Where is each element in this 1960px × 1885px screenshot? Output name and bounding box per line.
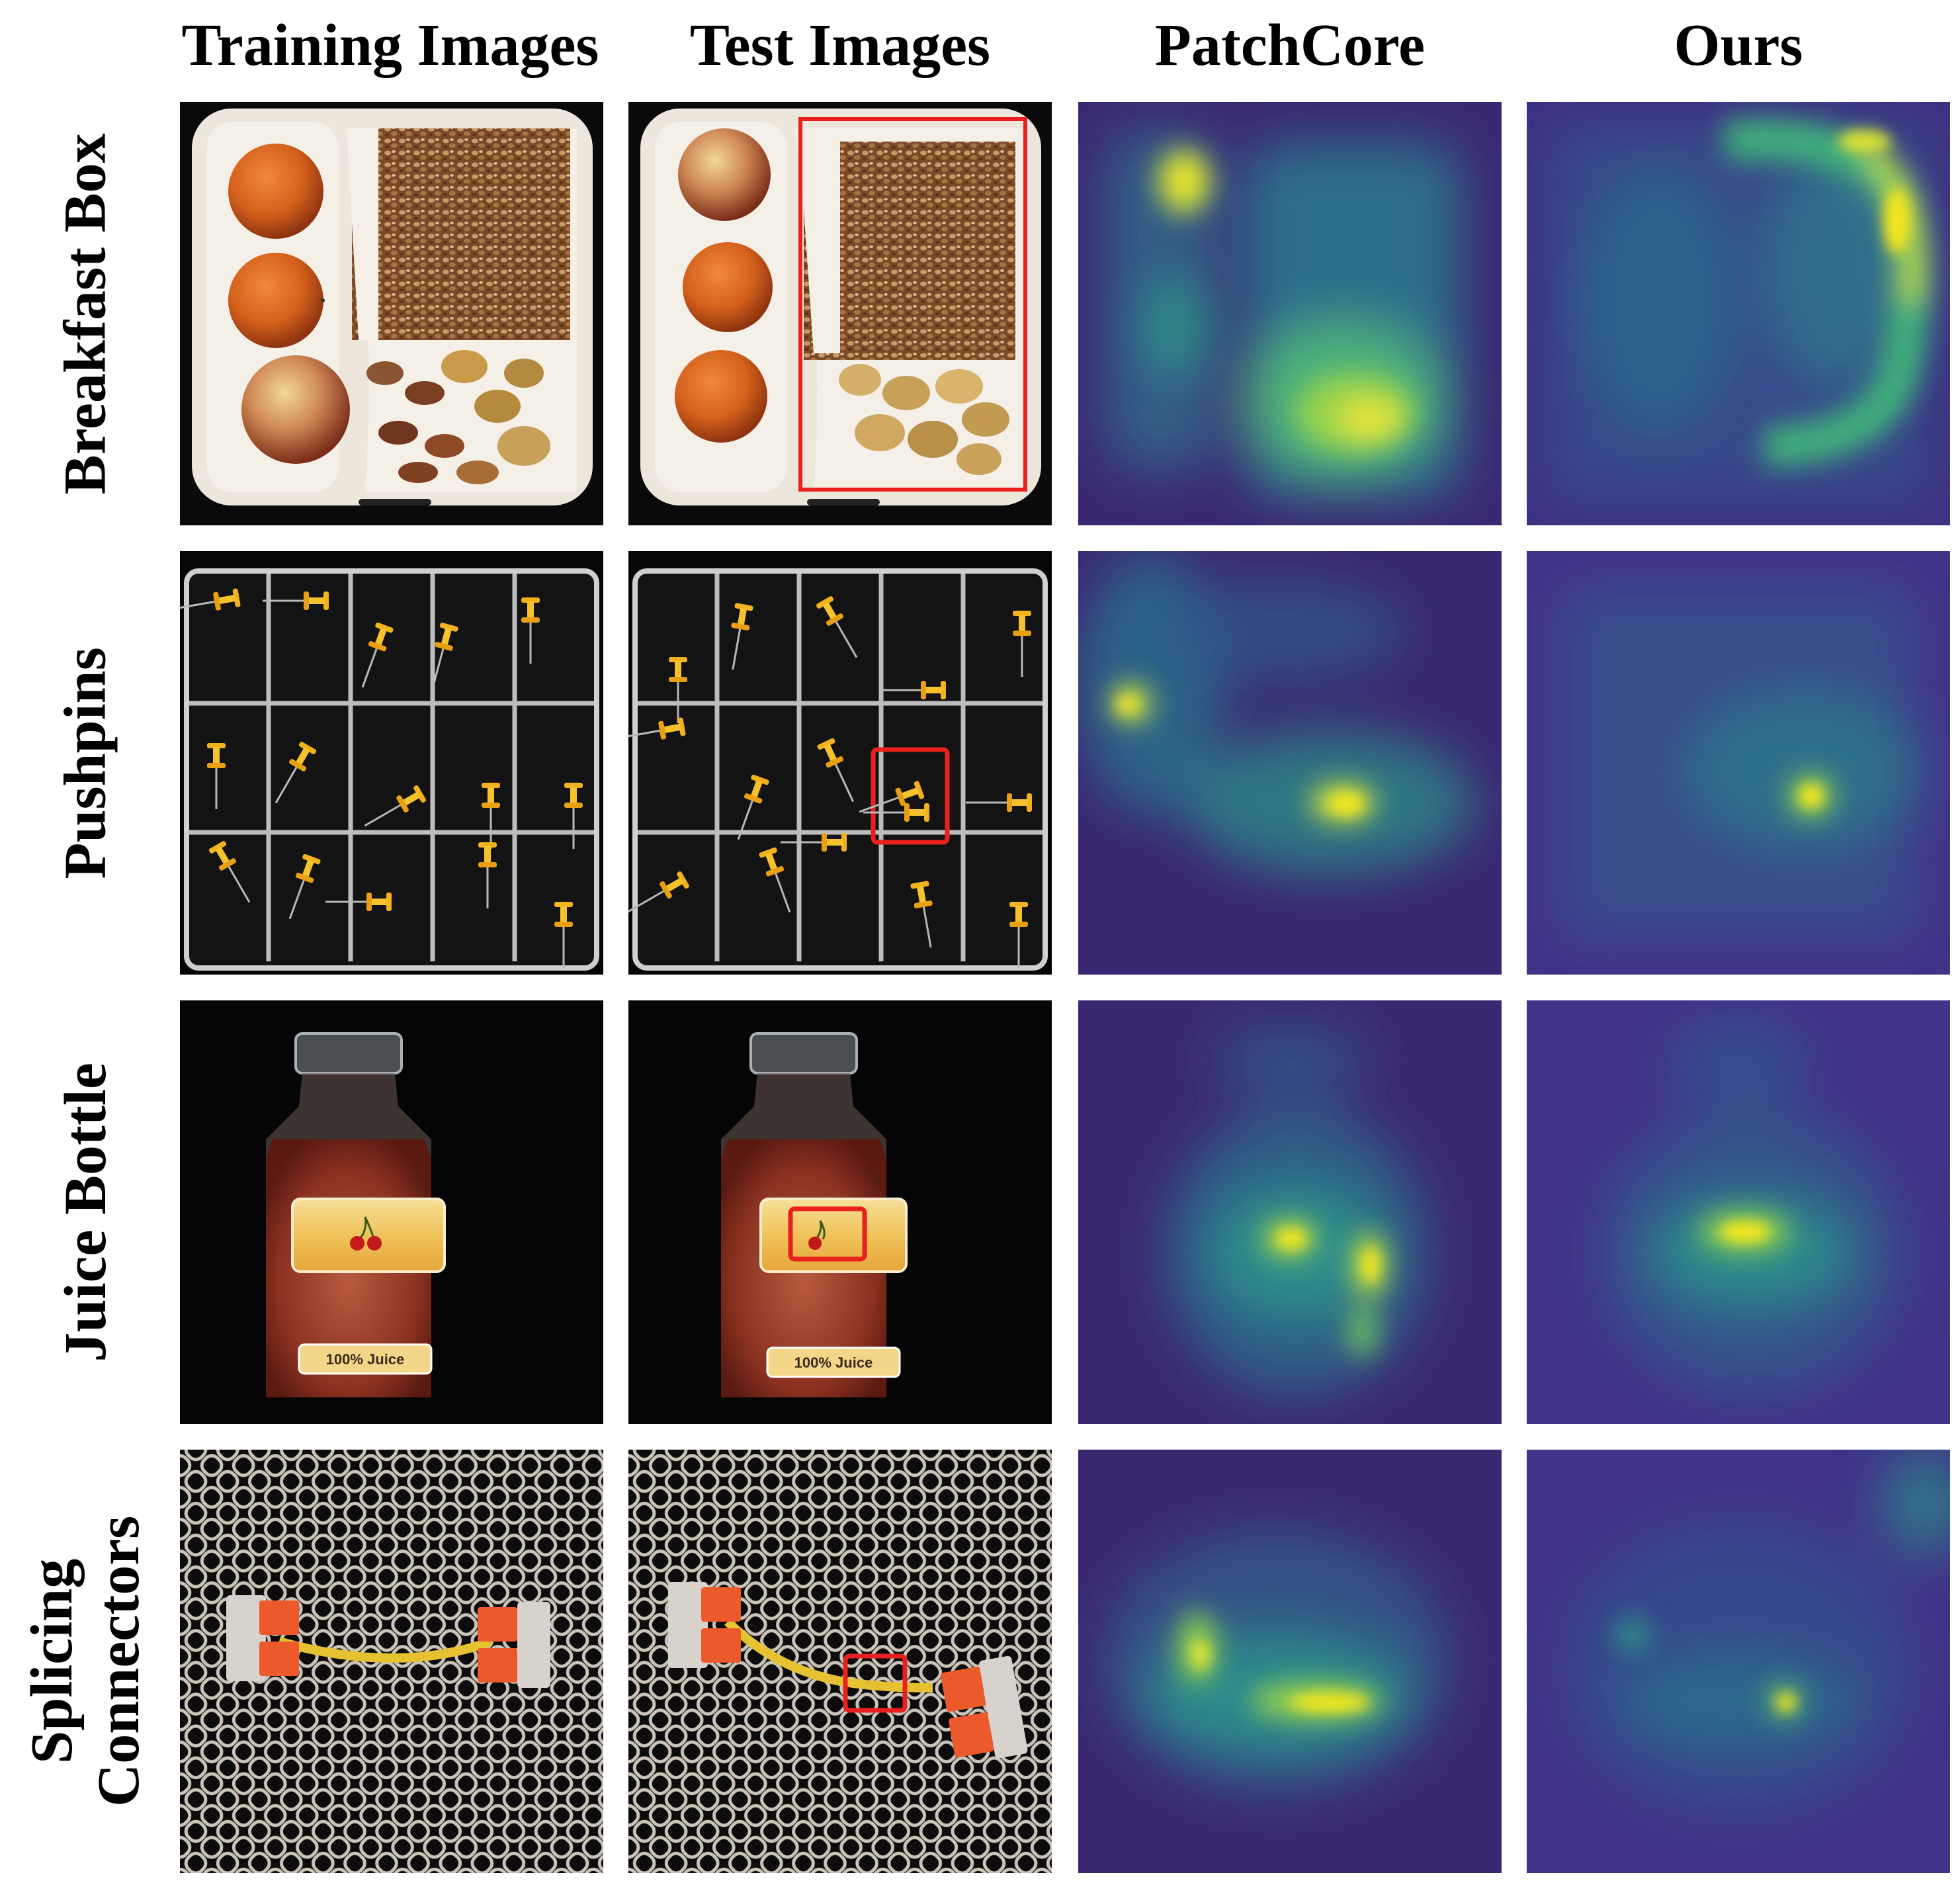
row-label-juice-bottle: Juice Bottle [0,1000,172,1424]
cherry-icon [350,1216,382,1250]
pushpin [263,592,329,610]
pushpin [431,623,458,689]
pushpin [208,841,251,903]
juice-label-text: 100% Juice [794,1354,873,1371]
pushpin [288,854,321,920]
anomaly-box [871,747,950,845]
pushpin [361,622,394,688]
splicing-connectors-training-image [180,1450,603,1873]
pushpin [275,742,317,804]
pushpins-test-image [628,551,1052,975]
breakfast-box-patchcore-heatmap [1078,102,1502,525]
pushpin [759,847,791,913]
pushpin [1009,902,1028,968]
anomaly-box [843,1653,908,1713]
anomaly-box [798,117,1027,492]
breakfast-box-ours-heatmap [1527,102,1950,525]
pushpin [781,833,847,852]
pushpins-training-image [180,551,603,975]
pushpin [628,717,686,740]
pushpin [482,783,500,849]
column-header-patchcore: PatchCore [1154,12,1426,78]
pushpin [910,881,933,948]
juice-label-text: 100% Juice [326,1351,405,1368]
row-label-text: Connectors [86,1516,151,1807]
juice-bottle-training-image: 100% Juice [180,1000,603,1424]
anomaly-box [788,1206,867,1262]
pushpin [364,785,426,827]
column-header-training: Training Images [181,12,599,78]
pushpin [817,738,854,803]
pushpin [180,588,241,611]
pushpin [859,781,925,813]
pushpin [554,902,573,968]
pushpin [478,842,497,908]
pushpin [966,793,1032,812]
pushpin [880,681,946,699]
breakfast-box-training-image [180,102,603,525]
splicing-connectors-ours-heatmap [1527,1450,1950,1873]
column-header-test: Test Images [689,12,991,78]
row-label-splicing-connectors: Splicing Connectors [0,1450,172,1873]
row-label-breakfast-box: Breakfast Box [0,102,172,525]
pushpin [669,657,687,723]
juice-label [759,1198,908,1273]
pushpin [1013,611,1031,677]
column-header-ours: Ours [1674,12,1803,78]
pushpins-ours-heatmap [1527,551,1950,975]
pushpin [737,774,769,840]
pushpin [521,597,540,664]
juice-label [291,1198,446,1273]
row-label-text: Pushpins [52,646,118,879]
splicing-connectors-test-image [628,1450,1052,1873]
pushpin [325,893,392,911]
juice-bottle-ours-heatmap [1527,1000,1950,1424]
juice-bottle-test-image: 100% Juice [628,1000,1052,1424]
row-label-text: Juice Bottle [52,1062,118,1362]
pushpin [207,743,226,809]
splicing-connectors-patchcore-heatmap [1078,1450,1502,1873]
row-label-text: Splicing [19,1558,85,1765]
pushpin [816,596,858,658]
breakfast-box-test-image [628,102,1052,525]
pushpin [564,783,583,849]
pushpin [731,603,753,670]
pushpin [863,803,929,822]
cherry-icon [808,1220,826,1250]
pushpin [628,871,689,913]
row-label-text: Breakfast Box [52,133,118,494]
pushpins-patchcore-heatmap [1078,551,1502,975]
row-label-pushpins: Pushpins [0,551,172,975]
juice-bottle-patchcore-heatmap [1078,1000,1502,1424]
